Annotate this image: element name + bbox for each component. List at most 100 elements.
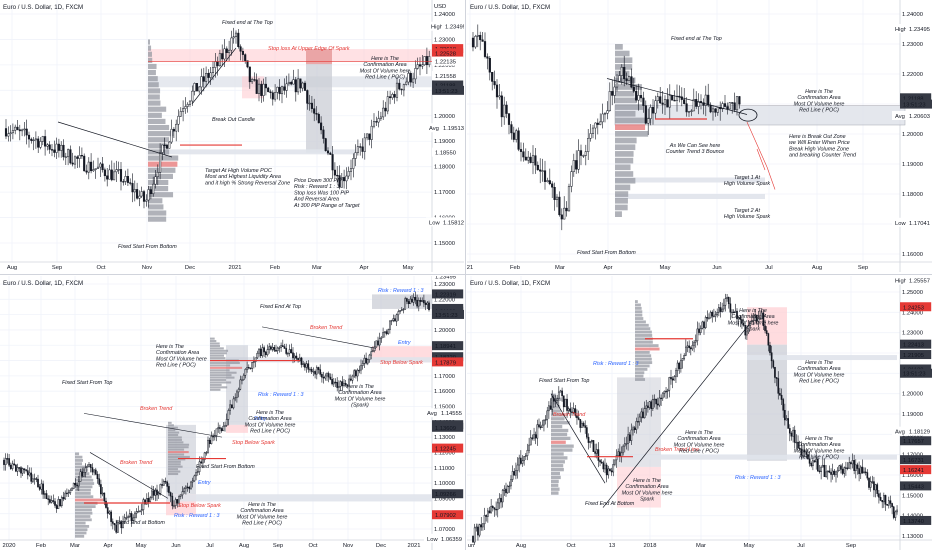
candle-body <box>567 408 570 411</box>
candle-body <box>491 506 494 509</box>
candle-body <box>207 73 210 78</box>
y-tick-label: 1.16000 <box>434 389 455 395</box>
candle-body <box>322 129 325 139</box>
candle-body <box>223 48 226 60</box>
flag: 1.22528 <box>435 51 456 57</box>
candle-body <box>375 340 378 348</box>
annotation: and breaking Counter Trend <box>789 153 857 159</box>
y-tick-label: 1.13000 <box>434 435 455 441</box>
annotation: Here is The <box>256 410 284 416</box>
candle-body <box>34 138 37 141</box>
candle-body <box>635 90 638 101</box>
annotation: Stop loss At Upper Edge Of Spark <box>268 46 350 52</box>
candle-body <box>285 348 288 354</box>
candle-body <box>200 76 203 88</box>
flag-bg <box>900 339 932 349</box>
annotation: Confirmation Area <box>338 390 381 396</box>
candle-body <box>685 103 688 113</box>
candle-body <box>307 363 310 370</box>
chart-panel-bottom-left[interactable]: 1.230001.220001.210001.200001.190001.180… <box>0 276 464 550</box>
flag: 1.21905 <box>903 353 924 359</box>
candle-body <box>539 426 542 428</box>
volume-profile-bar <box>615 57 633 64</box>
candle-body <box>838 465 841 471</box>
chart-svg[interactable]: 1.230001.220001.210001.200001.190001.180… <box>0 276 464 550</box>
annotation: Stop loss Was 100 PIP <box>294 190 349 196</box>
candle-body <box>407 301 410 304</box>
flag-bg <box>432 48 464 58</box>
trend-line <box>83 413 223 438</box>
volume-profile-bar <box>635 340 653 344</box>
annotation: Fixed Start From Bottom <box>577 250 636 256</box>
candle-body <box>627 434 629 444</box>
candle-body <box>571 411 573 414</box>
candle-body <box>523 456 525 461</box>
candle-body <box>319 369 322 375</box>
flag-avg-label: Avg <box>895 430 905 436</box>
candle-body <box>563 207 566 220</box>
volume-profile-bar <box>615 77 636 84</box>
candle-body <box>884 495 887 505</box>
candle-body <box>202 76 205 82</box>
candle-body <box>135 511 138 514</box>
annotation: Confirmation Area <box>248 416 291 422</box>
candle-body <box>72 482 75 489</box>
chart-panel-bottom-right[interactable]: 1.250001.240001.230001.220001.210001.200… <box>467 276 932 550</box>
candle-body <box>299 78 302 89</box>
annotation: Risk : Reward 1 : 3 <box>378 288 424 294</box>
volume-profile-bar <box>75 462 83 466</box>
candle-body <box>876 484 879 494</box>
annotation: Confirmation Area <box>731 314 774 320</box>
volume-profile-bar <box>635 374 644 378</box>
x-tick-label: 2020 <box>3 543 16 549</box>
candle-body <box>322 376 325 379</box>
risk-box <box>747 344 787 461</box>
x-tick-label: Oct <box>566 543 575 549</box>
volume-profile-bar <box>551 432 568 437</box>
chart-panel-top-right[interactable]: 1.240001.230001.220001.210001.200001.190… <box>467 0 932 272</box>
candle-body <box>402 308 405 311</box>
candle-body <box>779 393 781 396</box>
chart-svg[interactable]: 1.240001.230001.220001.210001.200001.190… <box>0 0 464 272</box>
candle-body <box>660 397 662 400</box>
candle-body <box>174 499 177 506</box>
chart-panel-top-left[interactable]: 1.240001.230001.220001.210001.200001.190… <box>0 0 464 272</box>
candle-body <box>26 470 29 476</box>
candle-body <box>83 472 85 477</box>
candle-body <box>711 311 714 317</box>
volume-profile-bar <box>615 104 643 110</box>
candle-body <box>714 108 717 113</box>
volume-profile-bar <box>168 426 178 429</box>
candle-body <box>195 472 197 477</box>
annotation: Confirmation Area <box>156 350 199 356</box>
candle-body <box>738 96 741 105</box>
chart-svg[interactable]: 1.240001.230001.220001.210001.200001.190… <box>467 0 932 272</box>
chart-svg[interactable]: 1.250001.240001.230001.220001.210001.200… <box>467 276 932 550</box>
volume-profile-bar <box>615 171 634 177</box>
candle-body <box>587 137 590 152</box>
flag-countdown: 13:51:23 <box>435 89 458 95</box>
candle-body <box>42 483 44 495</box>
candle-body <box>661 102 664 105</box>
volume-profile-bar <box>75 485 93 489</box>
candle-body <box>795 441 798 444</box>
x-tick-label: 2021 <box>229 265 242 271</box>
candle-body <box>802 449 804 456</box>
candle-body <box>614 459 616 465</box>
risk-box <box>617 377 661 467</box>
candle-body <box>668 377 671 391</box>
candle-body <box>266 349 269 356</box>
candle-body <box>482 523 484 528</box>
annotation: Broken Trend <box>140 406 173 412</box>
volume-profile-bar <box>615 144 636 151</box>
volume-profile-bar <box>210 347 224 350</box>
x-tick-label: May <box>136 543 147 549</box>
candle-body <box>119 169 123 182</box>
candle-body <box>491 71 494 82</box>
x-tick-label: Sep <box>858 265 868 271</box>
candle-body <box>196 471 199 473</box>
candle-body <box>393 94 396 98</box>
volume-profile-bar <box>551 452 564 456</box>
candle-body <box>760 312 763 320</box>
annotation: Most Of Volume here <box>360 68 411 74</box>
